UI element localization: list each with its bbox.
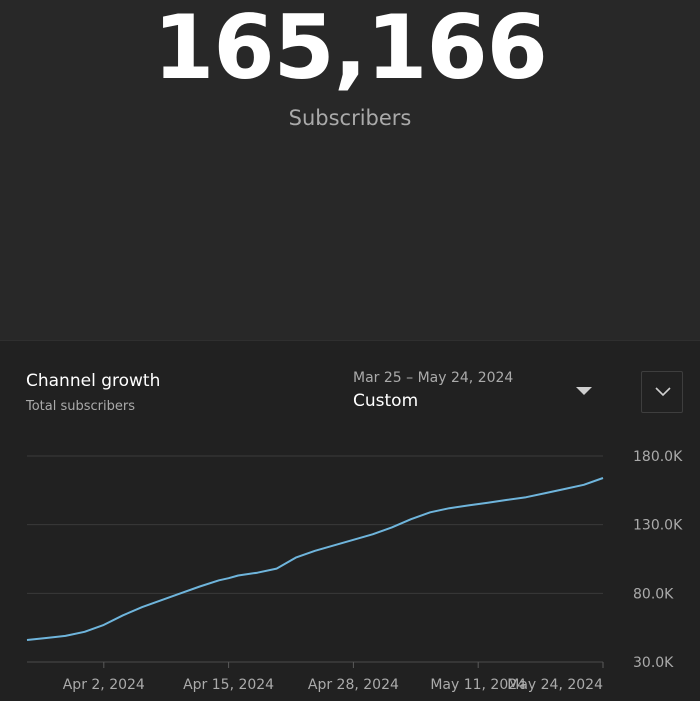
card-title: Channel growth <box>26 371 161 391</box>
x-tick-label: Apr 15, 2024 <box>183 677 274 693</box>
x-tick-label: Apr 2, 2024 <box>63 677 145 693</box>
subscriber-count: 165,166 <box>153 0 548 99</box>
caret-down-icon[interactable] <box>576 387 592 395</box>
y-tick-label: 130.0K <box>633 518 683 534</box>
channel-growth-card: Channel growth Total subscribers Mar 25 … <box>0 340 700 701</box>
subscriber-line <box>26 477 604 641</box>
x-tick-label: May 11, 2024 <box>430 677 526 693</box>
range-mode-select[interactable]: Custom <box>353 391 419 411</box>
subscriber-chart: Apr 2, 2024 Apr 15, 2024 Apr 28, 2024 May 1… <box>26 449 683 693</box>
subscriber-summary: 165,166 Subscribers <box>0 0 700 340</box>
x-tick-label: May 24, 2024 <box>507 677 603 693</box>
chart-grid <box>27 455 603 663</box>
chevron-down-icon <box>655 387 671 397</box>
y-tick-label: 30.0K <box>633 655 674 671</box>
chart-series <box>26 477 604 641</box>
subscriber-label: Subscribers <box>288 106 412 130</box>
x-axis: Apr 2, 2024 Apr 15, 2024 Apr 28, 2024 May 1… <box>63 662 604 693</box>
x-tick-label: Apr 28, 2024 <box>308 677 399 693</box>
y-tick-label: 80.0K <box>633 586 674 602</box>
card-subtitle: Total subscribers <box>26 399 136 414</box>
date-range-label[interactable]: Mar 25 – May 24, 2024 <box>353 370 514 386</box>
y-axis-labels: 180.0K 130.0K 80.0K 30.0K <box>633 449 683 671</box>
y-tick-label: 180.0K <box>633 449 683 465</box>
expand-button[interactable] <box>641 371 683 413</box>
